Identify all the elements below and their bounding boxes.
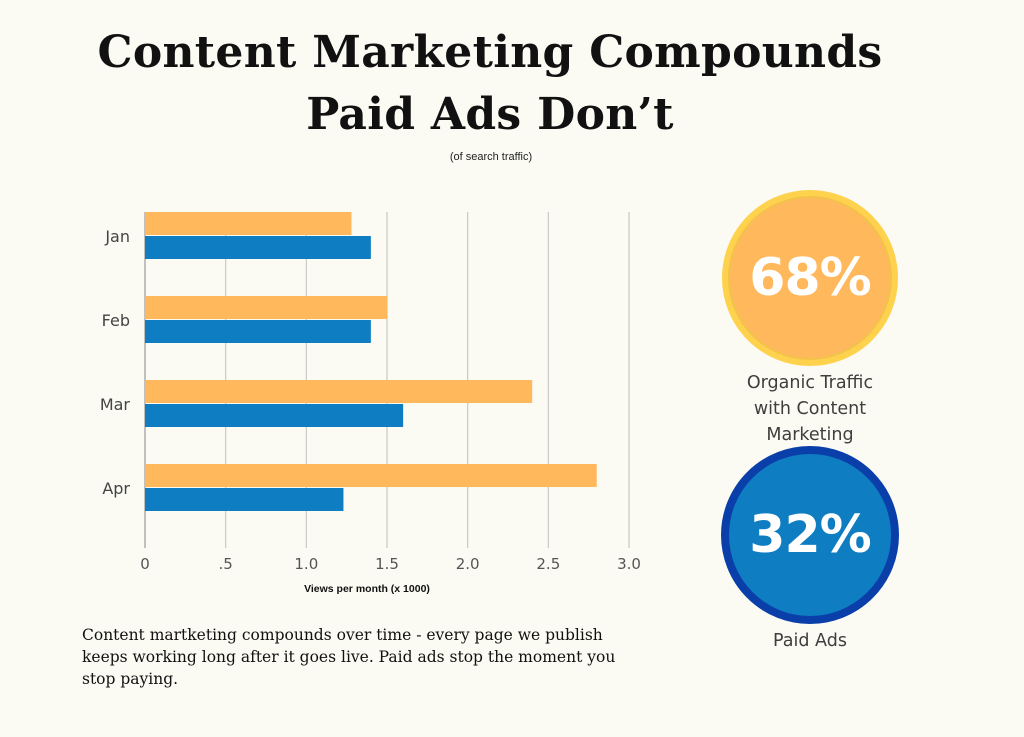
organic-label-line-2: with Content [753,399,867,419]
bar-jan-series-1 [145,212,352,235]
axis-labels: 0 .5 1.0 1.5 2.0 2.5 3.0 Jan Feb Mar Apr [100,227,641,573]
bar-jan-series-2 [145,236,371,259]
y-category-label: Apr [102,479,130,498]
paid-label-line-1: Paid Ads [773,631,847,651]
organic-stat: 68% Organic Traffic with Content Marketi… [680,190,940,448]
bar-feb-series-2 [145,320,371,343]
paid-stat: 32% Paid Ads [680,446,940,654]
bar-feb-series-1 [145,296,387,319]
organic-label: Organic Traffic with Content Marketing [680,370,940,448]
organic-circle: 68% [722,190,898,366]
x-tick-label: 2.5 [536,555,560,573]
x-axis-title: Views per month (x 1000) [304,583,430,595]
page-title: Content Marketing Compounds Paid Ads Don… [0,22,980,146]
paid-circle: 32% [721,446,899,624]
chart-subtitle: (of search traffic) [449,151,533,163]
x-tick-label: 0 [140,555,150,573]
organic-label-line-1: Organic Traffic [746,373,874,393]
organic-percentage: 68% [749,248,871,308]
bar-chart: 0 .5 1.0 1.5 2.0 2.5 3.0 Jan Feb Mar Apr Views per… [100,212,641,595]
y-category-label: Jan [104,227,130,246]
paid-percentage: 32% [749,505,871,565]
bar-apr-series-1 [145,464,597,487]
paid-label: Paid Ads [680,628,940,654]
x-tick-label: 1.0 [294,555,318,573]
y-category-label: Mar [100,395,131,414]
bar-apr-series-2 [145,488,344,511]
x-tick-label: 2.0 [456,555,480,573]
bar-mar-series-2 [145,404,404,427]
bars [145,212,597,511]
x-tick-label: .5 [219,555,233,573]
x-tick-label: 1.5 [375,555,399,573]
organic-label-line-3: Marketing [766,425,854,445]
title-line-1: Content Marketing Compounds [97,27,883,78]
description-text: Content martketing compounds over time -… [82,626,616,688]
bar-mar-series-1 [145,380,533,403]
title-line-2: Paid Ads Don’t [306,89,674,140]
y-category-label: Feb [102,311,130,330]
x-tick-label: 3.0 [617,555,641,573]
